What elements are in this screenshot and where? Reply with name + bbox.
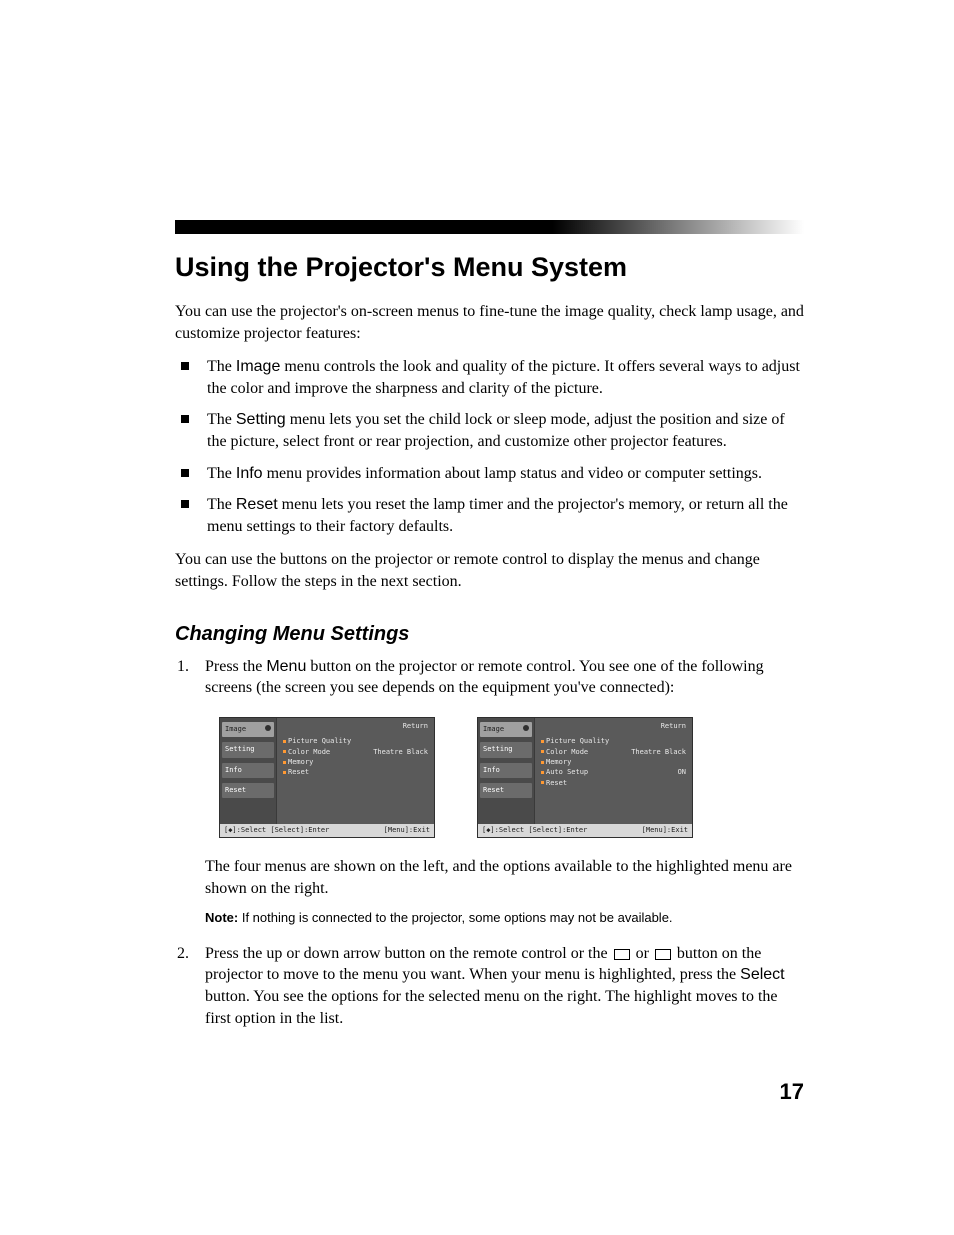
steps-list: Press the Menu button on the projector o… (175, 656, 804, 1030)
osd-row: Memory (541, 758, 686, 767)
osd-row-label: Color Mode (541, 748, 588, 757)
step2-text-d: button. You see the options for the sele… (205, 988, 778, 1027)
osd-screen-2: Image Setting Info Reset Return Picture … (477, 717, 693, 838)
note-paragraph: Note: If nothing is connected to the pro… (205, 909, 804, 927)
intro-paragraph: You can use the projector's on-screen me… (175, 301, 804, 344)
page: Using the Projector's Menu System You ca… (0, 0, 954, 1235)
osd-row-label: Color Mode (283, 748, 330, 757)
step1-text-before: Press the (205, 658, 266, 675)
osd-tab-setting: Setting (222, 742, 274, 757)
list-text-after: menu lets you set the child lock or slee… (207, 411, 785, 450)
header-gradient-bar (175, 220, 804, 234)
osd-row-value: Theatre Black (373, 748, 428, 757)
osd-footer-right: [Menu]:Exit (642, 826, 688, 835)
list-text-before: The (207, 496, 236, 513)
osd-tab-reset: Reset (222, 783, 274, 798)
osd-tab-info: Info (222, 763, 274, 778)
osd-row-value: Theatre Black (631, 748, 686, 757)
osd-row-label: Picture Quality (283, 737, 351, 746)
step2-text-b: or (632, 945, 653, 962)
osd-row: Auto Setup ON (541, 768, 686, 777)
section-subheading: Changing Menu Settings (175, 623, 804, 646)
page-number: 17 (780, 1079, 804, 1105)
menu-name-label: Setting (236, 411, 286, 428)
note-label: Note: (205, 910, 238, 925)
down-button-icon (614, 949, 630, 960)
osd-footer-left: [◆]:Select [Select]:Enter (224, 826, 329, 835)
list-item: The Image menu controls the look and qua… (175, 356, 804, 399)
osd-screen-1: Image Setting Info Reset Return Picture … (219, 717, 435, 838)
osd-row-label: Reset (283, 768, 309, 777)
menu-name-label: Reset (236, 496, 278, 513)
outro-paragraph: You can use the buttons on the projector… (175, 549, 804, 592)
osd-return-label: Return (283, 722, 428, 731)
list-text-before: The (207, 465, 236, 482)
list-text-before: The (207, 358, 236, 375)
step-2: Press the up or down arrow button on the… (193, 943, 804, 1029)
menu-name-label: Image (236, 358, 280, 375)
osd-row-label: Memory (283, 758, 313, 767)
osd-sidebar: Image Setting Info Reset (220, 718, 276, 824)
step2-text-a: Press the up or down arrow button on the… (205, 945, 612, 962)
osd-body: Image Setting Info Reset Return Picture … (220, 718, 434, 824)
button-name-label: Menu (266, 658, 306, 675)
osd-screenshots: Image Setting Info Reset Return Picture … (219, 717, 804, 838)
osd-row: Picture Quality (283, 737, 428, 746)
osd-body: Image Setting Info Reset Return Picture … (478, 718, 692, 824)
osd-return-label: Return (541, 722, 686, 731)
list-item: The Reset menu lets you reset the lamp t… (175, 494, 804, 537)
osd-content: Return Picture Quality Color Mode Theatre… (276, 718, 434, 824)
osd-tab-image: Image (480, 722, 532, 737)
list-item: The Setting menu lets you set the child … (175, 409, 804, 452)
note-text: If nothing is connected to the projector… (238, 910, 672, 925)
osd-footer-right: [Menu]:Exit (384, 826, 430, 835)
list-item: The Info menu provides information about… (175, 463, 804, 485)
osd-footer: [◆]:Select [Select]:Enter [Menu]:Exit (478, 824, 692, 837)
page-title: Using the Projector's Menu System (175, 252, 804, 283)
osd-footer: [◆]:Select [Select]:Enter [Menu]:Exit (220, 824, 434, 837)
osd-tab-reset: Reset (480, 783, 532, 798)
osd-row-label: Reset (541, 779, 567, 788)
list-text-after: menu provides information about lamp sta… (263, 465, 762, 482)
up-button-icon (655, 949, 671, 960)
osd-row: Color Mode Theatre Black (283, 748, 428, 757)
osd-content: Return Picture Quality Color Mode Theatre… (534, 718, 692, 824)
osd-row-label: Picture Quality (541, 737, 609, 746)
after-screens-paragraph: The four menus are shown on the left, an… (205, 856, 804, 899)
osd-row-value: ON (678, 768, 686, 777)
osd-tab-info: Info (480, 763, 532, 778)
osd-row-label: Auto Setup (541, 768, 588, 777)
osd-row: Picture Quality (541, 737, 686, 746)
osd-row: Reset (283, 768, 428, 777)
button-name-label: Select (740, 966, 784, 983)
osd-footer-left: [◆]:Select [Select]:Enter (482, 826, 587, 835)
osd-tab-image: Image (222, 722, 274, 737)
list-text-before: The (207, 411, 236, 428)
osd-tab-setting: Setting (480, 742, 532, 757)
list-text-after: menu lets you reset the lamp timer and t… (207, 496, 788, 535)
osd-sidebar: Image Setting Info Reset (478, 718, 534, 824)
menu-name-label: Info (236, 465, 263, 482)
step-1: Press the Menu button on the projector o… (193, 656, 804, 927)
osd-row: Color Mode Theatre Black (541, 748, 686, 757)
osd-row-label: Memory (541, 758, 571, 767)
list-text-after: menu controls the look and quality of th… (207, 358, 800, 397)
osd-row: Reset (541, 779, 686, 788)
osd-row: Memory (283, 758, 428, 767)
feature-list: The Image menu controls the look and qua… (175, 356, 804, 537)
